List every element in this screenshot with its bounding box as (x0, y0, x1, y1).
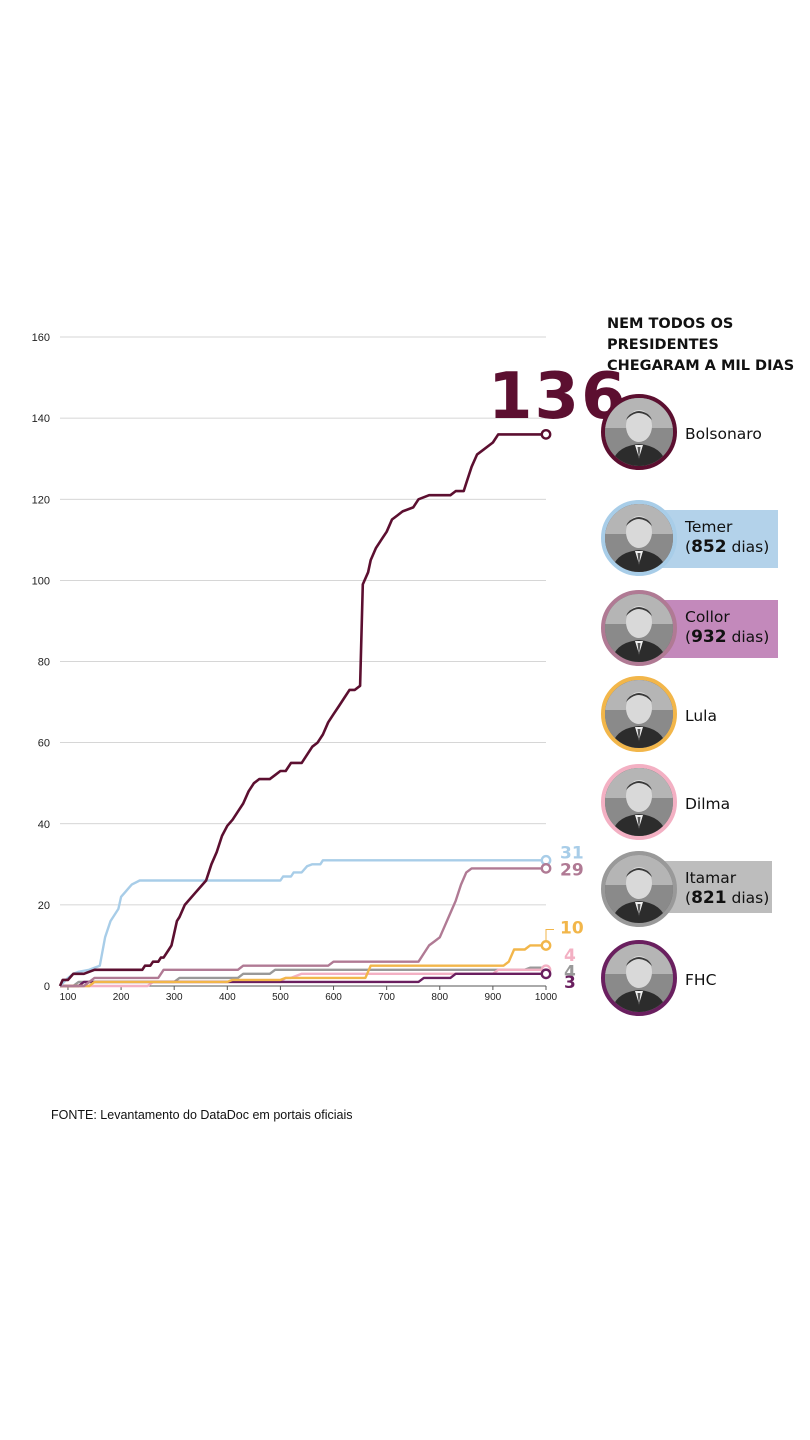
paren: ( (685, 538, 692, 556)
paren: ( (685, 889, 692, 907)
y-axis-ticks: 0 20 40 60 80 100 120 140 160 (32, 332, 50, 993)
panel-title: NEM TODOS OS PRESIDENTES CHEGARAM A MIL … (607, 316, 795, 374)
paren: ( (685, 628, 692, 646)
end-marker-lula (540, 940, 552, 951)
president-collor: Collor (932 dias) (601, 590, 781, 670)
end-label-temer: 31 (560, 843, 584, 863)
x-tick-label: 1000 (535, 992, 558, 1003)
y-tick-label: 60 (38, 738, 50, 750)
x-tick-label: 100 (60, 992, 77, 1003)
end-marker-collor (540, 862, 552, 874)
series-line-collor (60, 867, 546, 988)
portrait-photo (601, 764, 677, 840)
days-unit: dias) (726, 538, 770, 556)
y-tick-label: 100 (32, 575, 50, 587)
person-silhouette-icon (605, 594, 673, 662)
person-silhouette-icon (605, 680, 673, 748)
person-silhouette-icon (605, 504, 673, 572)
days-unit: dias) (726, 889, 770, 907)
days-unit: dias) (726, 628, 770, 646)
president-bolsonaro: Bolsonaro (601, 394, 781, 474)
y-tick-label: 80 (38, 657, 50, 669)
series-lines (58, 433, 546, 988)
end-marker-fhc (540, 968, 552, 980)
person-silhouette-icon (605, 944, 673, 1012)
portrait-photo (601, 851, 677, 927)
name-text: Itamar (685, 869, 737, 887)
president-dilma: Dilma (601, 764, 781, 844)
y-tick-label: 20 (38, 900, 50, 912)
x-tick-label: 600 (325, 992, 342, 1003)
y-tick-label: 40 (38, 819, 50, 831)
portrait-photo (601, 940, 677, 1016)
y-tick-label: 160 (32, 332, 50, 344)
series-line-temer (59, 859, 546, 987)
president-temer: Temer (852 dias) (601, 500, 781, 580)
president-name: Itamar (821 dias) (685, 868, 769, 908)
days-text: (821 dias) (685, 888, 769, 908)
x-tick-label: 500 (272, 992, 289, 1003)
y-tick-label: 120 (32, 494, 50, 506)
series-line-lula (60, 944, 546, 988)
x-tick-label: 900 (485, 992, 502, 1003)
portrait-photo (601, 394, 677, 470)
end-label-fhc: 3 (564, 973, 576, 993)
end-label-dilma: 4 (564, 946, 576, 966)
president-name: FHC (685, 971, 717, 989)
president-name: Lula (685, 707, 717, 725)
president-name: Collor (932 dias) (685, 607, 769, 647)
portrait-photo (601, 500, 677, 576)
president-name: Dilma (685, 795, 731, 813)
y-tick-label: 0 (44, 981, 50, 993)
president-name: Temer (852 dias) (685, 517, 769, 557)
days-number: 932 (691, 627, 727, 647)
days-number: 852 (691, 537, 727, 557)
source-note: FONTE: Levantamento do DataDoc em portai… (51, 1108, 353, 1122)
portrait-photo (601, 676, 677, 752)
y-tick-label: 140 (32, 413, 50, 425)
x-axis-ticks: 100 200 300 400 500 600 700 800 900 1000 (60, 986, 558, 1003)
x-tick-label: 700 (378, 992, 395, 1003)
grid-lines (60, 336, 546, 987)
president-name: Bolsonaro (685, 425, 762, 443)
person-silhouette-icon (605, 855, 673, 923)
name-text: Temer (685, 518, 733, 536)
series-line-fhc (60, 972, 546, 988)
name-text: Collor (685, 608, 730, 626)
end-label-itamar: 4 (564, 963, 576, 983)
days-text: (852 dias) (685, 537, 769, 557)
end-label-collor: 29 (560, 860, 584, 880)
president-itamar: Itamar (821 dias) (601, 851, 781, 931)
end-label-lula: 10 (560, 918, 584, 938)
portrait-photo (601, 590, 677, 666)
days-text: (932 dias) (685, 627, 769, 647)
days-number: 821 (691, 888, 727, 908)
label-leader-lula (545, 928, 554, 942)
person-silhouette-icon (605, 768, 673, 836)
x-tick-label: 300 (166, 992, 183, 1003)
president-fhc: FHC (601, 940, 781, 1020)
x-tick-label: 200 (113, 992, 130, 1003)
president-lula: Lula (601, 676, 781, 756)
end-marker-bolsonaro (540, 428, 552, 440)
x-tick-label: 800 (431, 992, 448, 1003)
person-silhouette-icon (605, 398, 673, 466)
x-tick-label: 400 (219, 992, 236, 1003)
series-line-bolsonaro (58, 433, 546, 987)
